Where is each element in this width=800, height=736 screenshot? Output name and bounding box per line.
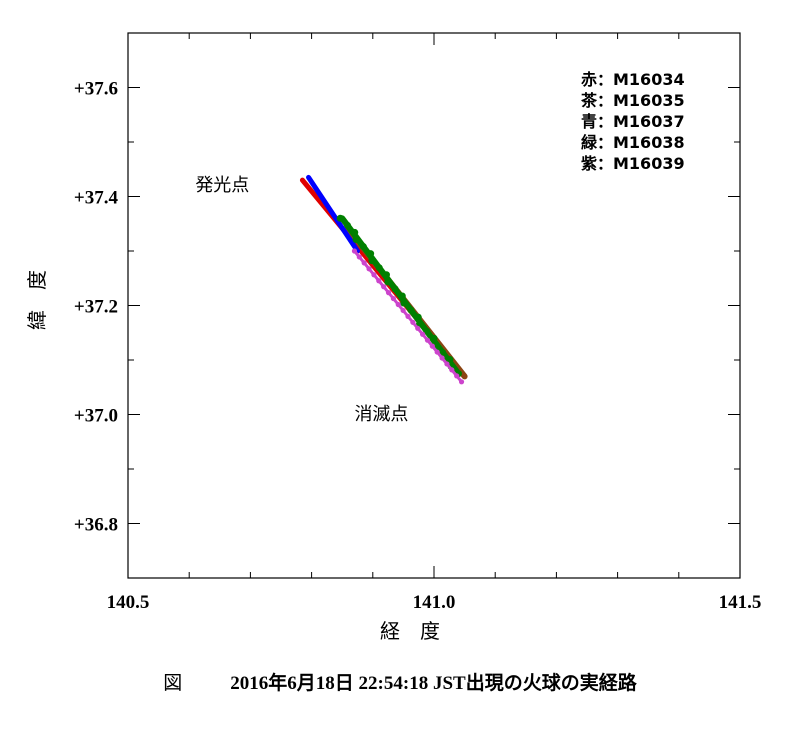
track-point-M16039 — [415, 325, 421, 331]
track-point-M16039 — [390, 295, 396, 302]
track-point-M16039 — [371, 272, 377, 278]
track-point-M16038 — [382, 271, 390, 279]
x-tick-label: 141.5 — [719, 592, 762, 613]
track-point-M16039 — [410, 319, 416, 325]
track-point-M16038 — [407, 306, 415, 314]
track-point-M16039 — [419, 331, 426, 337]
series-M16039 — [351, 248, 465, 385]
series-M16037 — [306, 174, 360, 254]
x-axis-title: 経 度 — [380, 619, 440, 643]
annotation-label: 発光点 — [195, 175, 249, 196]
track-point-M16039 — [434, 349, 440, 355]
track-point-M16039 — [405, 313, 411, 319]
track-point-M16039 — [424, 337, 431, 343]
figure-caption: 図 2016年6月18日 22:54:18 JST出現の火球の実経路 — [0, 668, 800, 695]
track-point-M16038 — [343, 221, 351, 229]
legend: 赤：M16034 茶：M16035 青：M16037 緑：M16038 紫：M16039 — [580, 70, 685, 173]
track-point-M16038 — [423, 327, 431, 335]
y-tick-label: +37.6 — [74, 79, 118, 100]
y-tick-label: +37.4 — [74, 188, 119, 209]
track-point-M16038 — [368, 257, 376, 265]
series-layer — [299, 174, 468, 385]
track-point-M16038 — [336, 214, 344, 222]
track-point-M16038 — [414, 313, 422, 321]
track-point-M16038 — [430, 334, 438, 342]
x-tick-label: 140.5 — [107, 592, 150, 613]
annotation-label: 消滅点 — [354, 404, 408, 425]
x-tick-label: 141.0 — [413, 592, 456, 613]
legend-entry: 茶：M16035 — [580, 91, 685, 110]
track-point-M16039 — [395, 301, 401, 308]
track-point-M16038 — [384, 278, 392, 286]
track-point-M16038 — [398, 292, 406, 300]
track-point-M16039 — [449, 367, 455, 373]
track-line-M16037 — [306, 174, 360, 254]
legend-entry: 紫：M16039 — [581, 154, 685, 173]
series-M16038 — [336, 214, 462, 378]
track-point-M16039 — [400, 307, 406, 314]
ticks: 140.5 141.0 141.5 +37.6 +37.4 +37.2 +37.0 +36.8 — [74, 32, 762, 613]
chart: 140.5 141.0 141.5 +37.6 +37.4 +37.2 +37.0 +36.8… — [25, 32, 762, 643]
track-point-M16039 — [366, 266, 372, 272]
track-point-M16038 — [367, 250, 375, 258]
track-point-M16038 — [351, 228, 359, 236]
track-point-M16038 — [352, 235, 360, 243]
caption-label: 図 — [163, 672, 183, 694]
track-point-M16039 — [429, 343, 435, 349]
track-point-M16039 — [356, 254, 362, 260]
track-point-M16038 — [446, 356, 454, 364]
track-point-M16039 — [351, 248, 358, 254]
track-point-M16039 — [376, 278, 382, 284]
y-tick-label: +37.2 — [74, 297, 118, 318]
track-point-M16039 — [385, 290, 392, 296]
track-point-M16039 — [361, 260, 367, 266]
track-point-M16039 — [454, 373, 460, 379]
track-point-M16038 — [359, 243, 367, 251]
track-point-M16038 — [375, 264, 383, 272]
caption-text: 2016年6月18日 22:54:18 JST出現の火球の実経路 — [230, 673, 637, 694]
track-point-M16039 — [444, 361, 450, 367]
legend-entry: 赤：M16034 — [581, 70, 685, 89]
y-tick-label: +36.8 — [74, 515, 118, 536]
track-point-M16039 — [381, 284, 387, 290]
legend-entry: 青：M16037 — [581, 112, 685, 131]
track-point-M16039 — [458, 379, 465, 385]
legend-entry: 緑：M16038 — [581, 133, 685, 152]
track-point-M16038 — [400, 299, 408, 307]
y-axis-title: 緯 度 — [25, 270, 49, 330]
track-point-M16038 — [391, 285, 399, 293]
y-tick-label: +37.0 — [74, 406, 118, 427]
track-point-M16039 — [439, 355, 445, 361]
